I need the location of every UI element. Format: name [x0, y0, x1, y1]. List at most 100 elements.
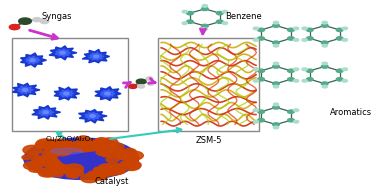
Circle shape: [80, 145, 90, 150]
Text: Syngas: Syngas: [42, 12, 73, 21]
Circle shape: [253, 109, 259, 112]
Polygon shape: [20, 53, 46, 67]
Circle shape: [54, 172, 63, 177]
Circle shape: [31, 156, 44, 162]
Circle shape: [46, 151, 59, 158]
Circle shape: [302, 80, 307, 82]
Circle shape: [63, 165, 71, 170]
Bar: [12, 38, 128, 131]
Circle shape: [258, 28, 265, 32]
Circle shape: [253, 68, 259, 70]
Circle shape: [40, 19, 49, 24]
Polygon shape: [38, 108, 54, 116]
Circle shape: [336, 37, 343, 40]
Circle shape: [91, 171, 108, 180]
Polygon shape: [88, 53, 104, 60]
Circle shape: [101, 169, 115, 176]
Circle shape: [293, 68, 299, 70]
Circle shape: [29, 160, 44, 167]
Circle shape: [202, 5, 208, 7]
Circle shape: [342, 39, 347, 41]
Text: Cu/ZnO/Al₂O₃: Cu/ZnO/Al₂O₃: [46, 136, 94, 142]
Polygon shape: [32, 105, 60, 119]
Circle shape: [322, 85, 327, 88]
Circle shape: [40, 157, 59, 167]
Polygon shape: [82, 49, 110, 63]
Circle shape: [321, 24, 328, 27]
Circle shape: [129, 84, 137, 88]
Circle shape: [99, 164, 113, 171]
Circle shape: [49, 169, 57, 172]
Circle shape: [201, 24, 208, 28]
Circle shape: [64, 170, 73, 174]
Circle shape: [19, 18, 31, 24]
Circle shape: [54, 164, 69, 172]
Circle shape: [126, 151, 143, 160]
Text: Catalyst: Catalyst: [94, 177, 129, 186]
Circle shape: [106, 164, 114, 167]
Circle shape: [53, 147, 67, 154]
Text: Benzene: Benzene: [225, 12, 262, 21]
Circle shape: [111, 167, 126, 174]
Circle shape: [288, 78, 294, 81]
Circle shape: [42, 150, 56, 157]
Circle shape: [53, 164, 59, 168]
Circle shape: [90, 115, 95, 117]
Circle shape: [253, 80, 259, 82]
Circle shape: [307, 37, 313, 40]
Circle shape: [115, 150, 128, 157]
Circle shape: [273, 85, 279, 88]
Circle shape: [38, 157, 47, 162]
Circle shape: [136, 79, 146, 84]
Circle shape: [321, 82, 328, 85]
Circle shape: [51, 167, 59, 170]
Circle shape: [273, 106, 279, 109]
Circle shape: [307, 69, 313, 72]
Circle shape: [87, 141, 94, 144]
Circle shape: [125, 152, 136, 157]
Polygon shape: [12, 83, 40, 97]
Circle shape: [124, 154, 139, 162]
Circle shape: [76, 141, 86, 146]
Circle shape: [222, 22, 228, 25]
Circle shape: [95, 138, 108, 144]
Circle shape: [288, 28, 294, 32]
Circle shape: [64, 164, 84, 174]
Circle shape: [273, 24, 279, 27]
Circle shape: [110, 163, 123, 170]
Circle shape: [71, 175, 78, 178]
Circle shape: [322, 44, 327, 47]
Circle shape: [53, 147, 71, 156]
Polygon shape: [54, 87, 80, 100]
Circle shape: [293, 80, 299, 82]
Text: Aromatics: Aromatics: [330, 108, 372, 117]
Circle shape: [321, 65, 328, 68]
Circle shape: [69, 169, 83, 176]
Circle shape: [258, 37, 265, 40]
Circle shape: [105, 92, 110, 95]
Circle shape: [64, 144, 79, 152]
Circle shape: [53, 145, 66, 152]
Polygon shape: [95, 87, 121, 100]
Circle shape: [64, 92, 69, 95]
Polygon shape: [85, 112, 101, 120]
Circle shape: [293, 39, 299, 41]
Circle shape: [122, 148, 136, 155]
Circle shape: [44, 168, 51, 171]
Circle shape: [46, 146, 63, 155]
Circle shape: [104, 169, 116, 175]
Circle shape: [28, 165, 42, 172]
Circle shape: [336, 69, 343, 72]
Circle shape: [94, 167, 102, 171]
Circle shape: [30, 59, 35, 61]
Circle shape: [37, 144, 45, 148]
Circle shape: [36, 141, 51, 149]
Circle shape: [47, 160, 61, 167]
Circle shape: [84, 139, 93, 144]
Circle shape: [273, 41, 279, 44]
Circle shape: [342, 68, 347, 70]
Circle shape: [108, 149, 118, 153]
Circle shape: [108, 167, 123, 175]
Polygon shape: [60, 90, 74, 97]
Circle shape: [34, 168, 42, 172]
